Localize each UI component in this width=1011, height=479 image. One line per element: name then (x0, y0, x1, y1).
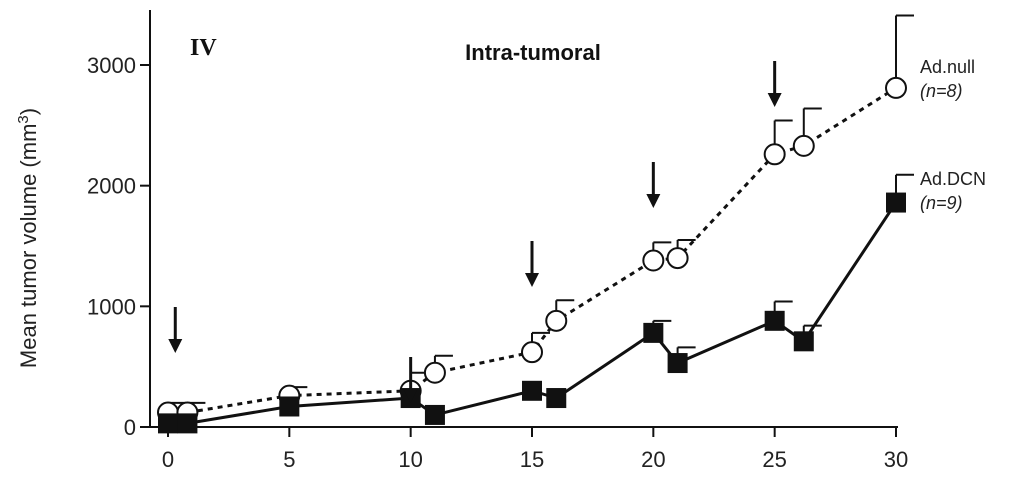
data-point (667, 353, 688, 374)
arrow-head (525, 273, 539, 287)
arrow-head (403, 389, 418, 403)
data-point (279, 396, 300, 417)
data-point (792, 134, 815, 157)
legend-label: Ad.null (920, 57, 975, 77)
y-tick-label: 1000 (87, 294, 136, 319)
data-point (424, 404, 445, 425)
data-point (546, 388, 567, 409)
data-point (643, 322, 664, 343)
data-point (793, 331, 814, 352)
data-point (642, 249, 665, 272)
data-point (764, 310, 785, 331)
data-point (886, 192, 906, 213)
data-point (666, 247, 689, 270)
arrow-head (767, 93, 782, 107)
x-tick-label: 0 (162, 447, 174, 472)
data-point (885, 76, 907, 99)
x-tick-label: 20 (641, 447, 665, 472)
legend-label: Ad.DCN (920, 169, 986, 189)
dose-arrow (403, 357, 418, 403)
data-point (545, 309, 568, 332)
x-tick-label: 25 (762, 447, 786, 472)
data-point (521, 341, 543, 364)
series-line (168, 86, 897, 415)
arrow-head (646, 194, 661, 208)
data-point (522, 380, 542, 401)
dose-arrow (646, 162, 661, 208)
dose-arrow (168, 307, 183, 353)
series-ad-dcn (158, 173, 914, 434)
dose-arrow (525, 241, 539, 287)
y-tick-label: 3000 (87, 53, 136, 78)
chart-marks: Ad.null (n=8) Ad.DCN (n=9) (157, 14, 986, 434)
y-tick-label: 0 (124, 415, 136, 440)
y-tick-label: 2000 (87, 174, 136, 199)
x-tick-label: 10 (398, 447, 422, 472)
axes: 0 1000 2000 3000 0 5 10 15 20 25 30 (87, 10, 908, 472)
series-ad-null (157, 14, 914, 424)
chart-title: Intra-tumoral (465, 40, 601, 65)
data-point (177, 413, 198, 434)
x-tick-label: 30 (884, 447, 908, 472)
data-point (763, 143, 786, 166)
panel-label: IV (190, 35, 217, 61)
arrow-head (168, 339, 183, 353)
legend-n-label: (n=9) (920, 193, 963, 213)
dose-arrow (767, 61, 782, 107)
y-axis-title: Mean tumor volume (mm3) (15, 108, 41, 368)
x-tick-label: 5 (283, 447, 295, 472)
legend-n-label: (n=8) (920, 81, 963, 101)
data-point (423, 361, 446, 384)
data-point (158, 413, 178, 434)
x-tick-label: 15 (520, 447, 544, 472)
